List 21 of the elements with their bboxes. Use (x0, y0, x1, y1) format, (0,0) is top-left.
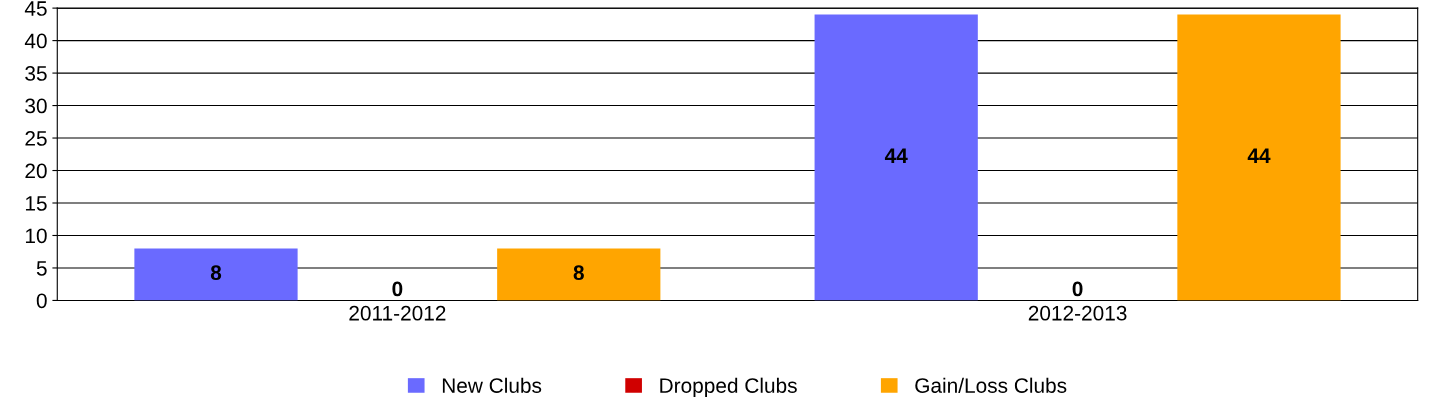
y-tick-label: 40 (24, 33, 47, 49)
x-tick-label: 2012-2013 (1028, 305, 1127, 321)
data-label: 0 (1072, 281, 1083, 297)
data-label: 0 (392, 281, 403, 297)
y-tick-label: 30 (25, 98, 47, 114)
y-tick-label: 20 (25, 163, 47, 179)
y-tick-label: 45 (24, 1, 47, 16)
legend-label: New Clubs (442, 377, 542, 393)
y-tick-label: 10 (25, 228, 47, 244)
data-label: 44 (1247, 148, 1271, 163)
legend-label: Gain/Loss Clubs (915, 377, 1067, 393)
x-tick-label: 2011-2012 (349, 305, 446, 321)
y-tick-label: 5 (36, 261, 47, 276)
data-label: 8 (210, 265, 222, 281)
y-tick-label: 0 (36, 293, 47, 309)
y-tick-label: 25 (25, 131, 47, 146)
y-tick-label: 35 (25, 66, 47, 81)
y-tick-label: 15 (25, 196, 47, 211)
data-label: 44 (884, 148, 908, 163)
data-label: 8 (573, 265, 584, 281)
legend-label: Dropped Clubs (660, 377, 797, 398)
